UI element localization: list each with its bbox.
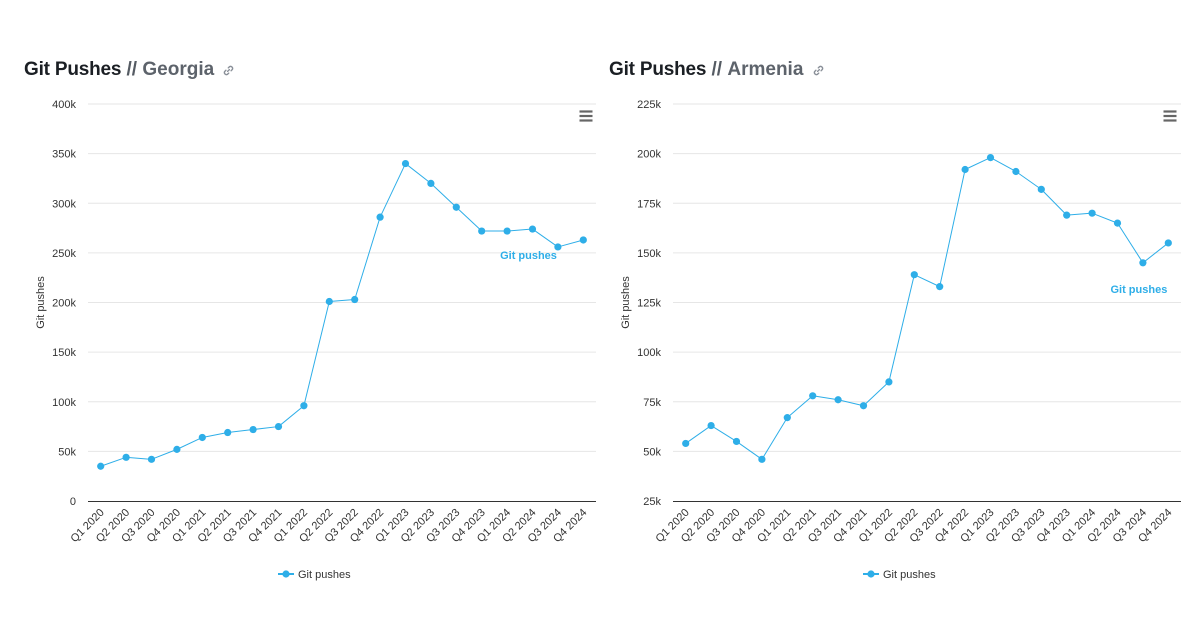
- data-point[interactable]: [834, 396, 842, 404]
- y-tick-label: 225k: [637, 99, 661, 111]
- title-separator: //: [711, 59, 723, 80]
- legend-item[interactable]: Git pushes: [863, 569, 936, 581]
- data-point[interactable]: [554, 243, 562, 251]
- data-point[interactable]: [961, 165, 969, 174]
- y-tick-label: 50k: [58, 446, 76, 458]
- data-point[interactable]: [427, 179, 435, 187]
- data-point[interactable]: [528, 225, 537, 233]
- data-point[interactable]: [351, 295, 359, 304]
- data-point[interactable]: [325, 297, 333, 306]
- series-label: Git pushes: [1110, 284, 1167, 296]
- data-point[interactable]: [707, 421, 715, 430]
- y-tick-label: 0: [70, 496, 76, 508]
- y-tick-label: 25k: [643, 496, 661, 508]
- data-point[interactable]: [97, 462, 105, 470]
- y-tick-label: 400k: [52, 99, 76, 111]
- data-point[interactable]: [1012, 167, 1020, 176]
- data-point[interactable]: [452, 203, 460, 211]
- data-point[interactable]: [122, 453, 130, 461]
- data-point[interactable]: [579, 236, 587, 244]
- data-point[interactable]: [503, 227, 511, 235]
- series-label: Git pushes: [500, 250, 557, 262]
- menu-icon[interactable]: [1160, 106, 1180, 126]
- data-point[interactable]: [936, 283, 944, 291]
- y-tick-label: 50k: [643, 446, 661, 458]
- data-point[interactable]: [274, 422, 283, 431]
- y-tick-label: 175k: [637, 198, 661, 210]
- data-point[interactable]: [249, 425, 257, 434]
- chart-subtitle: Georgia: [142, 59, 215, 80]
- chart-title: Git Pushes // Georgia: [24, 58, 235, 84]
- chart-title-main: Git Pushes: [24, 59, 122, 80]
- legend-item[interactable]: Git pushes: [278, 569, 351, 581]
- chart-title: Git Pushes // Armenia: [609, 58, 825, 84]
- data-point[interactable]: [198, 433, 206, 442]
- y-tick-label: 100k: [637, 347, 661, 359]
- data-point[interactable]: [224, 428, 232, 437]
- y-tick-label: 200k: [637, 149, 661, 161]
- data-point[interactable]: [1063, 211, 1071, 219]
- data-point[interactable]: [1139, 259, 1147, 267]
- y-tick-label: 75k: [643, 397, 661, 409]
- legend-label: Git pushes: [883, 569, 936, 581]
- data-point[interactable]: [300, 402, 308, 410]
- chart-panel-georgia: Git Pushes // Georgia 0 50k 100k 150k 200k 25…: [24, 0, 609, 622]
- data-point[interactable]: [1088, 209, 1096, 217]
- data-point[interactable]: [682, 439, 690, 448]
- chart-panel-armenia: Git Pushes // Armenia 25k 50k 75k 100k 125k 1…: [609, 0, 1194, 622]
- data-point[interactable]: [147, 455, 156, 463]
- y-axis-label: Git pushes: [35, 276, 47, 329]
- data-point[interactable]: [859, 402, 868, 410]
- data-point[interactable]: [376, 213, 384, 221]
- data-point[interactable]: [758, 455, 766, 463]
- chart-title-main: Git Pushes: [609, 59, 707, 80]
- data-point[interactable]: [173, 445, 181, 453]
- y-tick-label: 350k: [52, 149, 76, 161]
- data-point[interactable]: [885, 378, 893, 386]
- y-tick-label: 200k: [52, 298, 76, 310]
- data-point[interactable]: [1113, 219, 1122, 227]
- y-tick-label: 125k: [637, 298, 661, 310]
- title-separator: //: [126, 59, 138, 80]
- data-point[interactable]: [732, 437, 741, 446]
- series-line: [100, 163, 584, 467]
- legend-marker: [867, 570, 875, 578]
- y-tick-label: 150k: [52, 347, 76, 359]
- data-point[interactable]: [1164, 239, 1172, 247]
- link-icon[interactable]: [812, 60, 825, 84]
- legend-marker: [282, 570, 290, 578]
- y-tick-label: 300k: [52, 198, 76, 210]
- data-point[interactable]: [910, 271, 918, 279]
- y-tick-label: 100k: [52, 397, 76, 409]
- data-point[interactable]: [478, 227, 486, 235]
- chart-subtitle: Armenia: [727, 59, 804, 80]
- data-point[interactable]: [809, 392, 817, 400]
- link-icon[interactable]: [222, 60, 235, 84]
- y-axis-label: Git pushes: [620, 276, 632, 329]
- menu-icon[interactable]: [576, 106, 596, 126]
- data-point[interactable]: [1037, 185, 1045, 193]
- data-point[interactable]: [783, 414, 791, 422]
- series-line: [685, 157, 1169, 460]
- y-tick-label: 250k: [52, 248, 76, 260]
- data-point[interactable]: [401, 159, 410, 168]
- legend-label: Git pushes: [298, 569, 351, 581]
- y-tick-label: 150k: [637, 248, 661, 260]
- data-point[interactable]: [986, 153, 995, 162]
